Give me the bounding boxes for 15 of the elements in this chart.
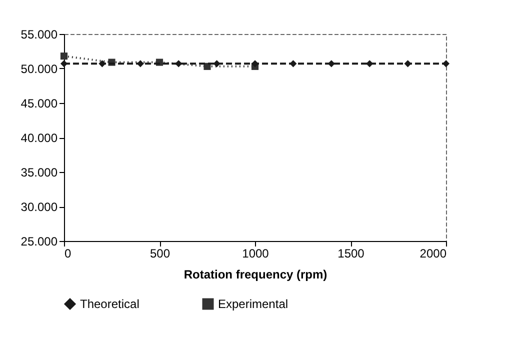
legend-label: Theoretical xyxy=(80,297,140,311)
x-axis-title: Rotation frequency (rpm) xyxy=(184,268,328,282)
y-tick-label: 35.000 xyxy=(20,166,58,180)
y-tick-label: 25.000 xyxy=(20,234,58,248)
y-tick-label: 55.000 xyxy=(20,28,58,42)
x-tick-label: 2000 xyxy=(420,246,447,260)
legend-label: Experimental xyxy=(218,297,288,311)
y-tick-label: 40.000 xyxy=(20,131,58,145)
x-tick-label: 0 xyxy=(64,246,72,260)
y-tick-label: 45.000 xyxy=(20,96,58,110)
y-tick-label: 50.000 xyxy=(20,62,58,76)
x-tick-label: 1500 xyxy=(338,246,365,260)
y-tick-label: 30.000 xyxy=(20,200,58,214)
x-tick-label: 500 xyxy=(150,246,170,260)
x-tick-label: 1000 xyxy=(242,246,270,260)
